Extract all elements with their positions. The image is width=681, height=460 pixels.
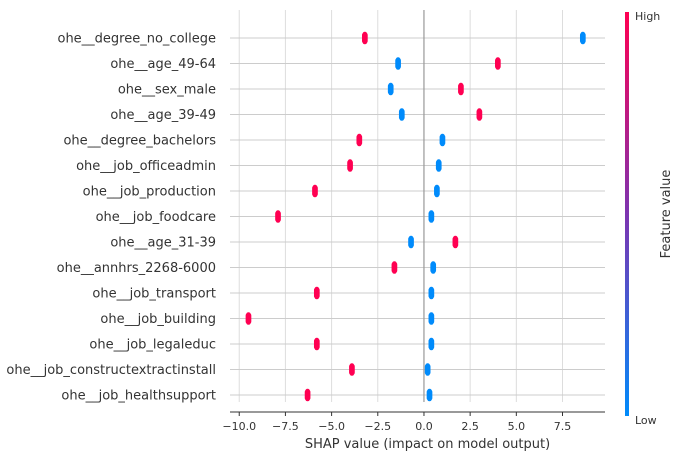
point-cluster-low — [426, 388, 433, 402]
x-tick-label: 0.0 — [415, 420, 433, 433]
data-point — [429, 218, 434, 223]
point-cluster-low — [408, 235, 414, 249]
data-point — [458, 90, 464, 96]
data-point — [246, 320, 251, 325]
x-tick-label: 7.5 — [554, 420, 572, 433]
point-cluster-high — [391, 261, 398, 274]
point-cluster-high — [313, 286, 320, 300]
data-point — [399, 116, 405, 121]
colorbar: High Low Feature value — [625, 10, 674, 427]
point-cluster-high — [495, 57, 501, 70]
feature-label: ohe__degree_no_college — [57, 32, 216, 47]
feature-label: ohe__age_49-64 — [110, 57, 216, 72]
data-point — [314, 294, 320, 300]
feature-label: ohe__degree_bachelors — [63, 134, 216, 149]
feature-label: ohe__job_building — [100, 312, 216, 327]
point-cluster-low — [430, 261, 437, 274]
colorbar-low-label: Low — [635, 414, 657, 427]
data-point — [314, 345, 320, 351]
feature-label: ohe__job_foodcare — [96, 210, 216, 225]
x-tick-label: −7.5 — [272, 420, 299, 433]
data-point — [429, 320, 434, 325]
x-tick-label: −2.5 — [364, 420, 391, 433]
data-point — [388, 90, 394, 96]
point-cluster-low — [428, 312, 435, 325]
data-point — [429, 345, 434, 351]
point-cluster-low — [395, 57, 401, 70]
colorbar-high-label: High — [635, 10, 660, 23]
point-cluster-high — [313, 337, 320, 351]
point-cluster-low — [424, 363, 431, 376]
feature-label: ohe__job_transport — [92, 287, 216, 302]
data-point — [580, 39, 586, 45]
data-point — [362, 39, 368, 45]
point-cluster-low — [428, 337, 435, 351]
point-cluster-low — [387, 82, 394, 96]
data-point — [395, 65, 401, 70]
point-cluster-high — [347, 159, 353, 172]
point-cluster-low — [428, 210, 435, 223]
data-point — [408, 243, 414, 249]
point-cluster-low — [579, 31, 586, 45]
point-cluster-high — [476, 108, 483, 121]
colorbar-title: Feature value — [659, 170, 674, 259]
x-axis-label: SHAP value (impact on model output) — [305, 437, 550, 452]
point-cluster-low — [435, 159, 442, 172]
point-cluster-high — [312, 184, 318, 198]
data-point — [275, 218, 281, 223]
data-points — [245, 31, 586, 402]
data-point — [427, 396, 432, 402]
feature-label: ohe__age_39-49 — [110, 108, 216, 123]
data-point — [436, 167, 442, 172]
point-cluster-high — [304, 388, 311, 402]
x-tick-label: 5.0 — [508, 420, 526, 433]
colorbar-gradient — [625, 12, 629, 416]
data-point — [347, 167, 353, 172]
x-tick-label: 2.5 — [461, 420, 479, 433]
x-tick-label: −5.0 — [318, 420, 345, 433]
data-point — [357, 141, 362, 147]
data-point — [495, 65, 501, 70]
feature-label: ohe__job_constructextractinstall — [6, 363, 216, 378]
point-cluster-high — [362, 31, 368, 45]
feature-label: ohe__annhrs_2268-6000 — [57, 261, 216, 276]
feature-label: ohe__job_production — [83, 185, 216, 200]
feature-label: ohe__job_legaleduc — [89, 338, 216, 353]
feature-label: ohe__job_healthsupport — [61, 389, 216, 404]
data-point — [349, 371, 355, 376]
point-cluster-low — [398, 108, 405, 121]
data-point — [392, 269, 397, 274]
data-point — [440, 141, 445, 147]
point-cluster-high — [245, 312, 252, 325]
point-cluster-low — [439, 133, 446, 147]
data-point — [425, 371, 430, 376]
feature-labels: ohe__degree_no_college ohe__age_49-64 ohe_… — [6, 32, 216, 404]
feature-label: ohe__sex_male — [118, 83, 216, 98]
point-cluster-high — [349, 363, 355, 376]
data-point — [312, 192, 318, 198]
point-cluster-low — [434, 184, 440, 198]
gridlines — [230, 10, 605, 402]
point-cluster-high — [356, 133, 363, 147]
point-cluster-high — [275, 210, 281, 223]
point-cluster-high — [458, 82, 464, 96]
feature-label: ohe__job_officeadmin — [76, 159, 216, 174]
data-point — [453, 243, 458, 249]
point-cluster-high — [452, 235, 459, 249]
point-cluster-low — [428, 286, 435, 300]
data-point — [305, 396, 310, 402]
x-axis-ticks: −10.0 −7.5 −5.0 −2.5 0.0 2.5 5.0 7.5 — [222, 412, 571, 433]
data-point — [434, 192, 440, 198]
data-point — [429, 294, 434, 300]
x-tick-label: −10.0 — [222, 420, 256, 433]
data-point — [430, 269, 436, 274]
data-point — [477, 116, 482, 121]
feature-label: ohe__age_31-39 — [110, 236, 216, 251]
